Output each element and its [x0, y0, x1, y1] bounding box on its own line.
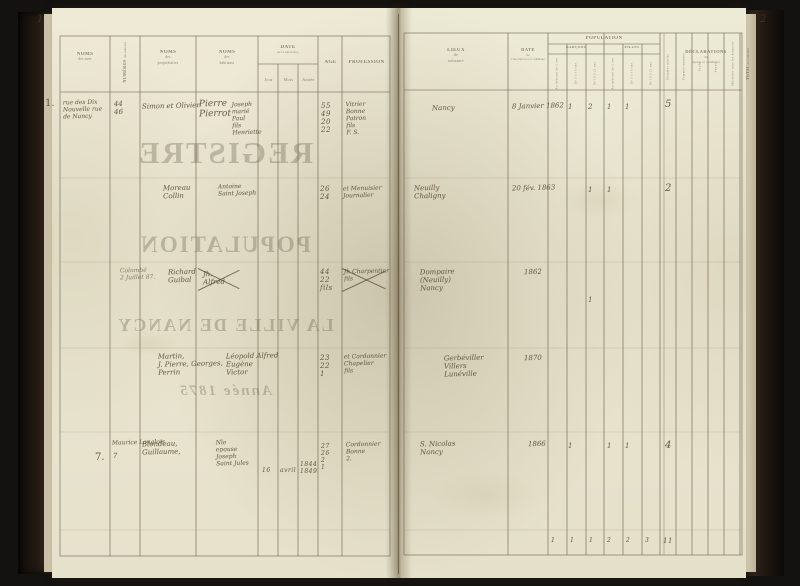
right-page [398, 8, 746, 578]
cell-pop-veuves[interactable]: 1 [625, 442, 630, 450]
header-pop-filles-1: De 3 à 10 ans [629, 62, 634, 85]
header-hommes-maries: Hommes mariés [665, 53, 670, 80]
header-pop-garcons-1: De 3 à 10 ans [573, 62, 578, 85]
cell-proprietaire[interactable]: Richard Guibal [167, 267, 196, 285]
header-date-naissance: DATE de la naissance [277, 45, 299, 55]
cell-lieu-naissance[interactable]: Dompaire (Neuilly) Nancy [419, 267, 455, 293]
header-noms-proprietaires: NOMS des propriétaires [157, 50, 179, 65]
cell-total[interactable]: 2 [665, 183, 672, 194]
cell-pop-femmes-mariees[interactable]: 1 [588, 296, 593, 304]
header-date-inscription: DATE de l'inscription à la commune [511, 47, 545, 62]
folio-left: 1 [37, 14, 44, 25]
cell-pop-hommes-maries[interactable]: 1 [568, 442, 573, 450]
cell-pop-veufs[interactable]: 1 [607, 103, 612, 111]
cell-date-inscription[interactable]: 1866 [527, 439, 546, 449]
totals-cell: 1 [589, 537, 594, 544]
cell-rue[interactable]: rue des Dix Nouvelle rue de Nancy [62, 98, 103, 121]
header-population: POPULATION [585, 36, 623, 41]
cell-pop-femmes-mariees[interactable]: 1 [588, 186, 593, 194]
row-number: 1. [45, 98, 55, 109]
totals-cell: 2 [607, 537, 612, 544]
totals-grand-total: 11 [663, 537, 673, 545]
cell-profession[interactable]: Vitrier Bonne Patron fils F. S. [345, 100, 367, 136]
cell-date-annee[interactable]: 1844 1849 [300, 461, 318, 475]
cell-profession[interactable]: et Cordonnier Chapelier fils [343, 352, 387, 375]
cell-lieu-naissance[interactable]: S. Nicolas Nancy [419, 439, 456, 457]
cell-date-inscription[interactable]: 1870 [523, 353, 542, 363]
header-veufs: Veufs [697, 62, 702, 72]
header-lieux-naissance: LIEUX de naissance [447, 48, 465, 63]
header-femmes-mariees: Femmes mariées [681, 53, 686, 81]
cell-age[interactable]: 23 22 1 [320, 354, 330, 379]
cell-proprietaire[interactable]: Blondeau, Guillaume, [141, 439, 181, 457]
cell-date-mois[interactable]: avril [280, 467, 297, 474]
cell-numero[interactable]: 7 [112, 451, 118, 461]
cell-date-inscription[interactable]: 1862 [523, 267, 542, 277]
cell-date-jour[interactable]: 16 [262, 467, 271, 474]
cell-habitants[interactable]: Nle epouse Joseph Saint Jules [215, 439, 249, 468]
cell-pop-hommes-maries[interactable]: 1 [568, 103, 573, 111]
cell-pop-veufs[interactable]: 1 [607, 186, 612, 194]
header-numeros-maisons: NUMÉROS des maisons [121, 41, 127, 83]
cell-habitants[interactable]: Antoine Saint Joseph [217, 182, 257, 198]
cell-profession[interactable]: Cordonnier Bonne 2. [345, 440, 381, 463]
cell-proprietaire[interactable]: Simon et Olivier [141, 101, 200, 111]
cell-habitants[interactable]: Pierre Pierrot [198, 98, 232, 120]
totals-cell: 1 [551, 537, 556, 544]
cell-age[interactable]: 26 24 [320, 185, 330, 202]
cell-total[interactable]: 4 [665, 440, 672, 451]
cell-total[interactable]: 5 [665, 99, 672, 110]
cell-age[interactable]: 55 49 20 22 [321, 102, 331, 135]
cell-rue[interactable]: Colombé 2 Juillet 87. [119, 266, 156, 282]
cell-lieu-naissance[interactable]: Neuilly Chaligny [413, 183, 446, 201]
cell-age[interactable]: 27 26 2 1 [321, 443, 330, 471]
header-date-mois: Mois [283, 77, 294, 82]
cell-pop-veufs[interactable]: 1 [607, 442, 612, 450]
cell-pop-femmes-mariees[interactable]: 2 [588, 103, 593, 111]
header-population-group-garcons: GARÇONS [565, 45, 587, 49]
totals-cell: 2 [626, 537, 631, 544]
totals-cell: 3 [645, 537, 650, 544]
cell-numero[interactable]: 44 46 [113, 99, 124, 117]
header-veuves: Veuves [713, 60, 718, 73]
cell-lieu-naissance[interactable]: Nancy [431, 103, 455, 113]
cell-profession[interactable]: et Menuisier Journalier [342, 184, 382, 200]
row-number: 7. [95, 452, 105, 463]
cell-pop-veuves[interactable]: 1 [625, 103, 630, 111]
header-total: TOTAL des individus [746, 48, 751, 80]
header-declarations: DÉCLARATIONS du Bureau et Commerce [685, 49, 727, 64]
cell-proprietaire[interactable]: Moreau Collin [162, 183, 191, 201]
cell-lieu-naissance[interactable]: Gerbéviller Villers Lunéville [443, 353, 484, 379]
cell-age[interactable]: 44 22 fils [320, 268, 333, 293]
header-noms-habitants: NOMS des habitants [218, 50, 236, 65]
header-pop-filles-0: Au-dessous de 3 ans [610, 57, 615, 90]
cell-habitants[interactable]: Léopold Alfred Eugène Victor [225, 351, 279, 377]
header-date-jour: Jour [264, 77, 273, 82]
header-profession: PROFESSION [348, 60, 385, 65]
header-pop-garcons-0: Au-dessous de 3 ans [554, 57, 559, 90]
header-age: AGE [324, 60, 337, 65]
folio-right: 2 [760, 14, 767, 25]
cell-proprietaire[interactable]: Martin, J. Pierre, Georges, Perrin [157, 352, 223, 377]
header-population-group-filles: FILLES [624, 45, 640, 49]
cell-date-inscription[interactable]: 20 fév. 1863 [511, 183, 556, 193]
cell-habitants-prenoms[interactable]: Joseph marié Paul fils Henriette [231, 100, 262, 136]
header-pop-garcons-2: De 10 à 21 ans [592, 61, 597, 86]
cell-date-inscription[interactable]: 8 Janvier 1862 [511, 101, 564, 111]
header-pop-filles-2: De 10 à 21 ans [648, 61, 653, 86]
header-date-annee: Année [302, 77, 315, 82]
totals-cell: 1 [570, 537, 575, 544]
header-noms-des-rues: NOMS des rues [76, 52, 94, 62]
gutter-fold-line [398, 14, 399, 574]
